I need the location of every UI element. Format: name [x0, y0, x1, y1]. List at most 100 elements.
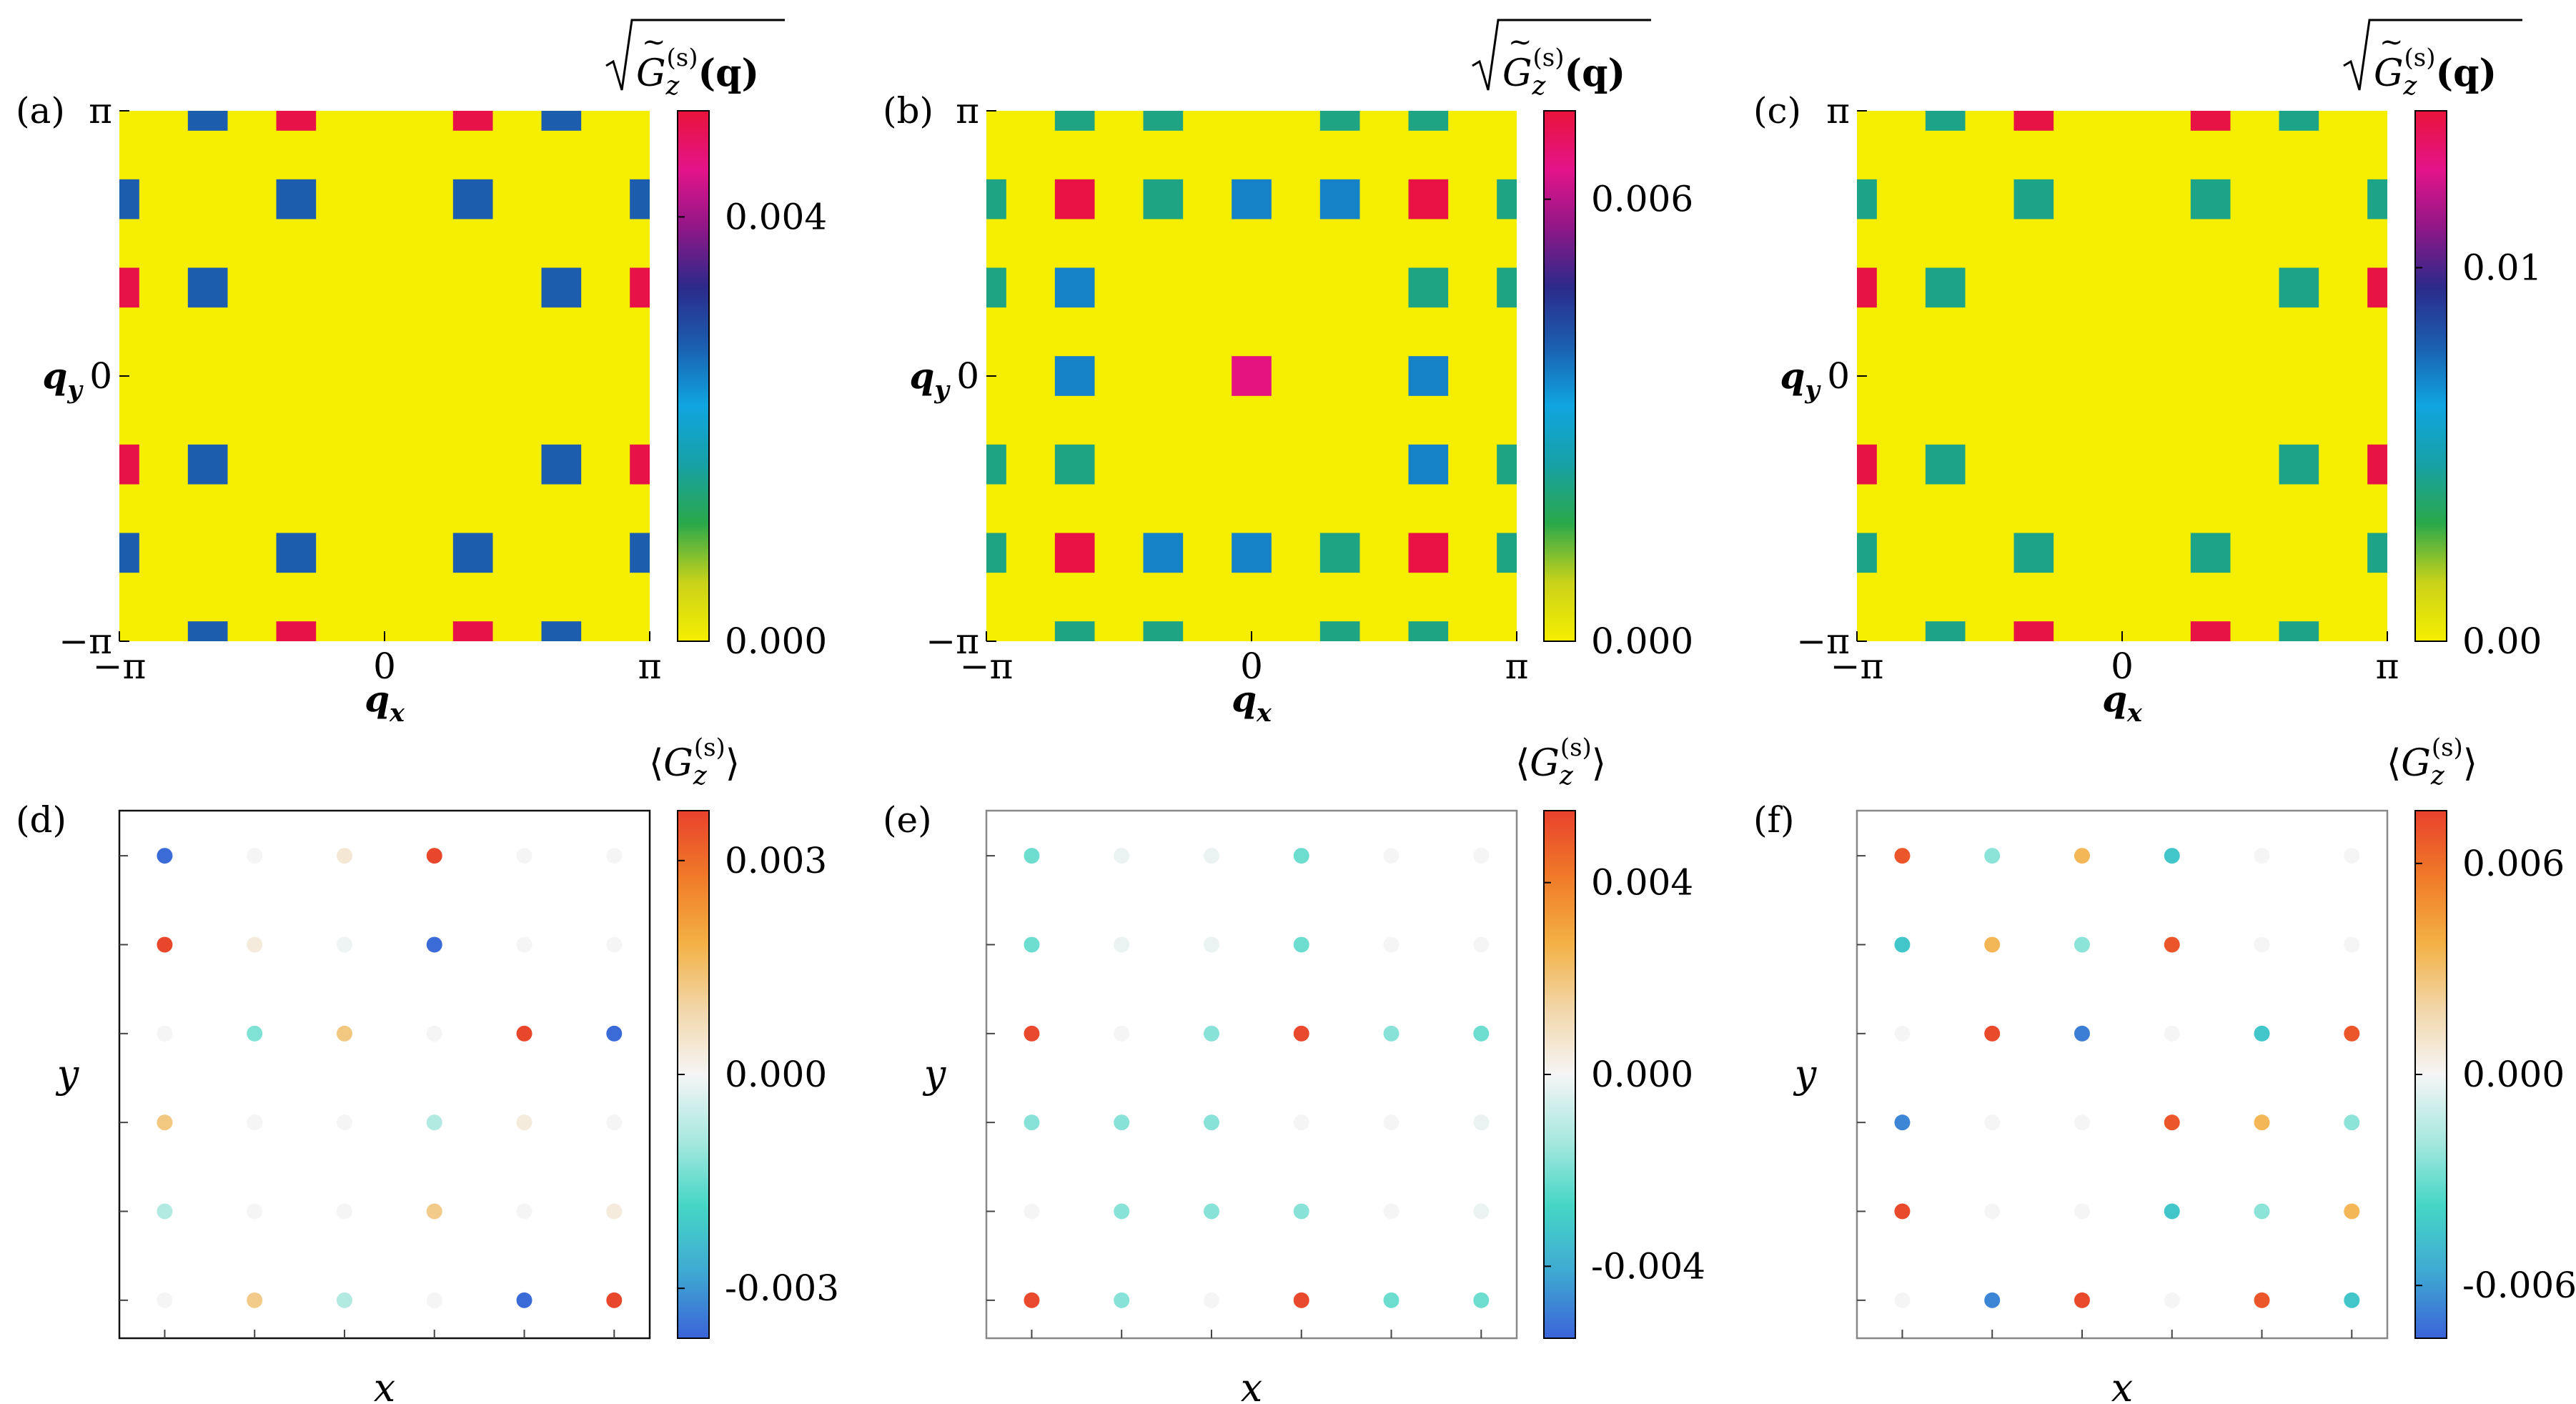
lattice-site	[2254, 1025, 2270, 1042]
lattice-site	[1984, 848, 2001, 864]
heatmap-cell	[2279, 444, 2319, 485]
heatmap-cell	[2190, 179, 2231, 219]
heatmap-cell	[119, 179, 139, 219]
colorbar-tick-label: 0.000	[725, 621, 827, 662]
lattice-site	[1473, 1292, 1490, 1308]
lattice-site	[2164, 1203, 2180, 1220]
panel-label: (c)	[1753, 90, 1801, 132]
heatmap-cell	[1054, 267, 1095, 308]
title-tilde: ~	[642, 26, 666, 59]
title-sub: z	[693, 761, 708, 791]
heatmap-cell	[2367, 179, 2387, 219]
heatmap-cell	[2013, 621, 2054, 641]
panel-d: x y (d) -0.003 0.000 0.003 ⟨Gz(s)⟩	[16, 733, 839, 1404]
lattice-site	[1383, 936, 1400, 953]
y-axis-label: qy	[909, 355, 951, 405]
x-axis-label: x	[374, 1365, 395, 1404]
panel-label: (b)	[883, 90, 933, 132]
y-axis-label: qy	[42, 355, 84, 405]
lattice-site	[426, 936, 442, 953]
x-tick-label: −π	[1831, 646, 1884, 687]
x-tick-label: −π	[960, 646, 1014, 687]
lattice-site	[2344, 848, 2360, 864]
lattice-site	[426, 1025, 442, 1042]
heatmap-cell	[1857, 179, 1877, 219]
title-main: G	[663, 742, 693, 785]
colorbar-title: ⟨Gz(s)⟩	[649, 733, 740, 791]
colorbar-tick-label: 0.000	[1591, 621, 1693, 662]
lattice-site	[2164, 936, 2180, 953]
lattice-site	[1293, 848, 1309, 864]
lattice-site	[247, 1292, 263, 1308]
sqrt-sign	[1472, 19, 1651, 91]
lattice-site	[2164, 1025, 2180, 1042]
lattice-site	[516, 1292, 532, 1308]
heatmap-cell	[2190, 621, 2231, 641]
colorbar-tick-label: -0.006	[2462, 1265, 2576, 1306]
title-main: G	[1502, 52, 1532, 95]
lattice-site	[1293, 936, 1309, 953]
lattice-site	[2164, 1114, 2180, 1131]
lattice-site	[1473, 936, 1490, 953]
lattice-site	[247, 936, 263, 953]
colorbar-title-text: Gz(s)(q)	[2374, 44, 2497, 101]
heatmap-cell	[1232, 356, 1272, 396]
heatmap-cell	[2367, 444, 2387, 485]
lattice-site	[1024, 848, 1040, 864]
lattice-site	[426, 1203, 442, 1220]
title-close: ⟩	[1592, 742, 1606, 785]
title-open: ⟨	[1515, 742, 1530, 785]
plot-frame	[1856, 809, 2389, 1340]
heatmap-cell	[1054, 356, 1095, 396]
lattice-site	[1894, 1025, 1911, 1042]
title-sup: (s)	[667, 44, 698, 72]
title-sup: (s)	[2404, 44, 2436, 72]
lattice-site	[1024, 936, 1040, 953]
x-tick-label: π	[1505, 646, 1529, 687]
heatmap-cell	[119, 267, 139, 308]
heatmap-cell	[541, 621, 582, 641]
heatmap-cell	[276, 533, 317, 573]
heatmap-cell	[2367, 267, 2387, 308]
colorbar-tick-label: 0.006	[2462, 843, 2565, 884]
lattice-site	[1383, 1025, 1400, 1042]
y-axis-label: y	[56, 1052, 80, 1097]
x-axis-label-sub: x	[2126, 698, 2143, 728]
lattice-site	[247, 1025, 263, 1042]
x-tick-label: π	[2376, 646, 2399, 687]
sqrt-sign	[605, 19, 785, 91]
lattice-site	[1984, 1203, 2001, 1220]
title-main: G	[636, 52, 666, 95]
title-main: G	[2374, 52, 2404, 95]
colorbar	[677, 110, 710, 642]
heatmap-cell	[986, 444, 1006, 485]
panel-label: (d)	[16, 799, 66, 841]
heatmap-cell	[1408, 533, 1449, 573]
heatmap-cell	[630, 533, 650, 573]
heatmap-cell	[1232, 179, 1272, 219]
title-tilde: ~	[2379, 26, 2404, 59]
heatmap-cell	[187, 621, 228, 641]
colorbar-tick-label: -0.004	[1591, 1245, 1705, 1287]
lattice-site	[1383, 1203, 1400, 1220]
lattice-site	[516, 848, 532, 864]
heatmap-cell	[1408, 621, 1449, 641]
lattice-site	[2254, 1292, 2270, 1308]
heatmap-cell	[187, 444, 228, 485]
y-axis-label-sub: y	[1804, 375, 1821, 405]
lattice-site	[1984, 1025, 2001, 1042]
heatmap-cell	[1232, 533, 1272, 573]
lattice-site	[1984, 1292, 2001, 1308]
colorbar-tick-label: 0.000	[1591, 1054, 1693, 1095]
title-open: ⟨	[649, 742, 663, 785]
lattice-site	[1473, 1025, 1490, 1042]
title-main: G	[1530, 742, 1560, 785]
colorbar	[677, 810, 710, 1339]
heatmap-cell	[2013, 533, 2054, 573]
heatmap-cell	[187, 267, 228, 308]
title-sup: (s)	[1560, 733, 1592, 762]
title-sup: (s)	[694, 733, 725, 762]
lattice-site	[1114, 1025, 1130, 1042]
lattice-site	[157, 848, 173, 864]
